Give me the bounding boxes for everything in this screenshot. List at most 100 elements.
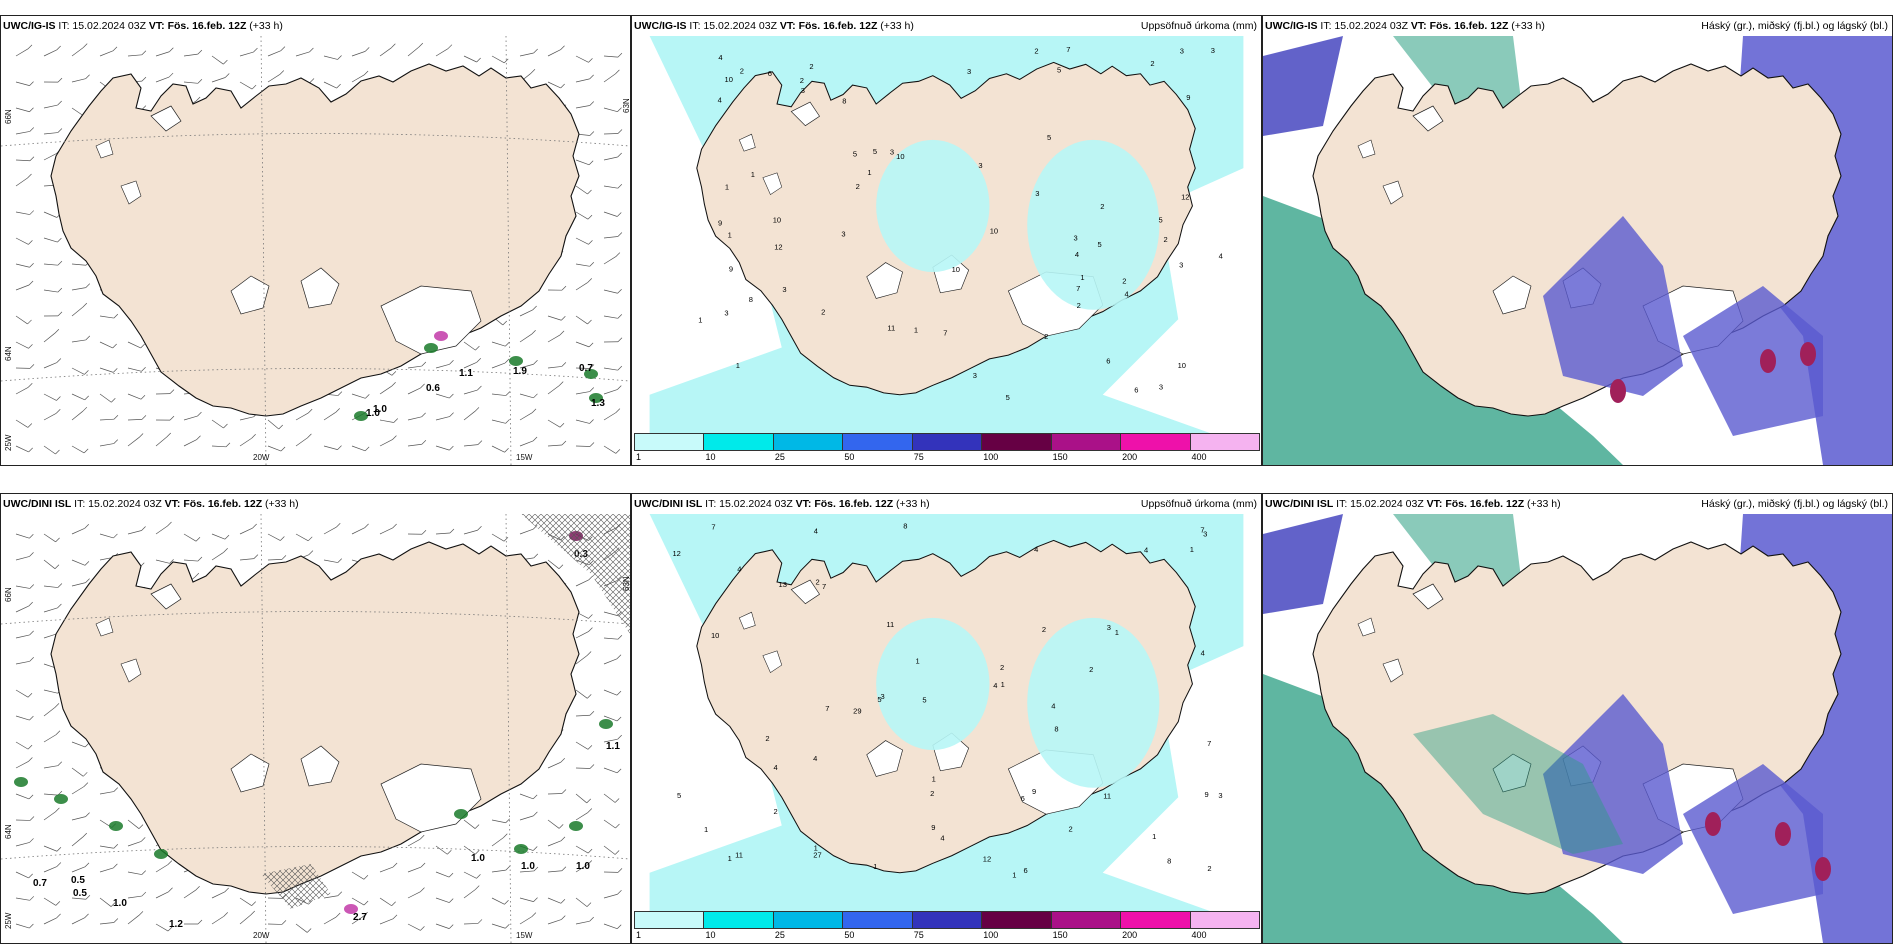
wind-barb-feather xyxy=(505,818,510,824)
wind-barb-feather xyxy=(617,314,623,319)
forecast-offset: (+33 h) xyxy=(896,498,930,510)
init-time: IT: 15.02.2024 03Z xyxy=(705,498,793,510)
lake-outline xyxy=(120,180,142,205)
lat-label-25w: 25W xyxy=(4,912,13,929)
model-name: UWC/DINI ISL xyxy=(1265,498,1334,510)
wind-barb-feather xyxy=(530,69,536,74)
wind-barb xyxy=(547,761,561,769)
wind-barb xyxy=(323,895,338,899)
wind-barb-feather xyxy=(476,358,482,363)
wind-barb xyxy=(127,341,141,349)
lake-outline xyxy=(95,139,114,159)
wind-barb-feather xyxy=(587,745,593,750)
panel-title: UWC/DINI ISL IT: 15.02.2024 03Z VT: Fös.… xyxy=(3,498,626,514)
wind-barb-feather xyxy=(85,812,90,817)
wind-barb-feather xyxy=(57,237,62,243)
mid-cloud-area xyxy=(1683,286,1823,436)
wind-barb-feather xyxy=(589,442,595,447)
wind-barb xyxy=(155,559,170,564)
wind-barb xyxy=(547,315,562,321)
wind-barb-feather xyxy=(113,787,119,792)
wind-barb xyxy=(463,889,476,899)
wind-barb xyxy=(603,893,618,899)
wind-barb xyxy=(407,416,422,421)
station-precip-value: 9 xyxy=(729,265,733,274)
wind-barb xyxy=(463,923,479,925)
wind-barb-feather xyxy=(57,128,63,133)
station-precip-value: 3 xyxy=(1218,791,1222,800)
wind-barb xyxy=(99,897,112,907)
wind-barb xyxy=(323,526,337,535)
wind-barb xyxy=(351,915,364,925)
wind-barb-feather xyxy=(447,850,452,855)
wind-barb xyxy=(491,819,506,824)
wind-barb xyxy=(575,185,588,195)
wind-barb xyxy=(575,920,590,925)
lake-outline xyxy=(95,617,114,637)
wind-barb xyxy=(603,315,618,319)
glacier-outline xyxy=(1412,105,1444,132)
lon-label-20w: 20W xyxy=(253,931,270,940)
station-precip-value: 11 xyxy=(1103,791,1111,800)
station-precip-value: 5 xyxy=(1057,66,1061,75)
panel-precip-top: UWC/IG-IS IT: 15.02.2024 03Z VT: Fös. 16… xyxy=(631,15,1262,466)
wind-barb-feather xyxy=(532,436,538,442)
wind-barb-feather xyxy=(280,46,286,51)
valid-time: VT: Fös. 16.feb. 12Z xyxy=(148,20,247,32)
wind-barb xyxy=(43,393,57,401)
station-precip-value: 2 xyxy=(773,807,777,816)
station-precip-value: 7 xyxy=(1076,284,1080,293)
wind-barb xyxy=(295,51,310,57)
station-precip-value: 3 xyxy=(1179,261,1183,270)
wind-barb xyxy=(491,419,506,424)
wind-barb xyxy=(43,734,57,743)
wind-barb xyxy=(15,419,29,428)
glacier-outline xyxy=(866,262,903,299)
wind-barb xyxy=(491,341,506,347)
wind-barb-feather xyxy=(558,381,564,386)
wind-barb-feather xyxy=(28,383,33,388)
wind-barb-feather xyxy=(29,127,35,132)
wind-barb xyxy=(15,445,29,453)
wind-barb xyxy=(127,54,142,57)
station-precip-value: 10 xyxy=(990,226,998,235)
station-precip-value: 1 xyxy=(1001,680,1005,689)
precip-colorbar: 1 10 25 50 75 100 150 200 400 xyxy=(634,433,1260,463)
wind-barb xyxy=(71,367,85,375)
wind-barb xyxy=(435,897,450,903)
wind-barb-feather xyxy=(56,45,61,51)
panel-right-title: Háský (gr.), miðský (fj.bl.) og lágský (… xyxy=(1701,20,1888,32)
wind-barb-feather xyxy=(587,808,593,813)
wind-barb xyxy=(547,419,561,428)
wind-barb xyxy=(43,445,56,455)
wind-barb xyxy=(407,387,421,395)
wind-barb-feather xyxy=(560,83,565,89)
wind-barb-feather xyxy=(476,57,481,63)
station-precip-value: 12 xyxy=(774,243,782,252)
wind-barb xyxy=(15,341,29,349)
wind-barb xyxy=(155,923,169,932)
wind-barb-feather xyxy=(54,564,60,569)
station-precip-value: 1 xyxy=(728,854,732,863)
wind-barb-feather xyxy=(587,214,593,220)
colorbar-segment xyxy=(634,911,705,929)
wind-barb xyxy=(603,715,618,722)
wind-barb xyxy=(603,637,618,640)
station-precip-value: 1 xyxy=(1080,273,1084,282)
wind-barb-feather xyxy=(138,911,144,916)
wind-barb xyxy=(575,812,589,821)
wind-barb xyxy=(603,73,616,83)
station-precip-value: 3 xyxy=(1159,383,1163,392)
wind-barb xyxy=(71,836,84,847)
colorbar-segment xyxy=(772,911,844,929)
precip-value-label: 0.5 xyxy=(73,888,87,899)
station-precip-value: 3 xyxy=(881,692,885,701)
wind-barb-feather xyxy=(587,860,593,865)
glacier-outline xyxy=(866,740,903,777)
lake-outline xyxy=(738,133,756,152)
wind-barb-feather xyxy=(308,550,314,555)
station-precip-value: 29 xyxy=(853,706,861,715)
wind-barb-feather xyxy=(29,584,35,589)
wind-barb xyxy=(603,389,618,395)
wind-barb-feather xyxy=(504,447,509,453)
